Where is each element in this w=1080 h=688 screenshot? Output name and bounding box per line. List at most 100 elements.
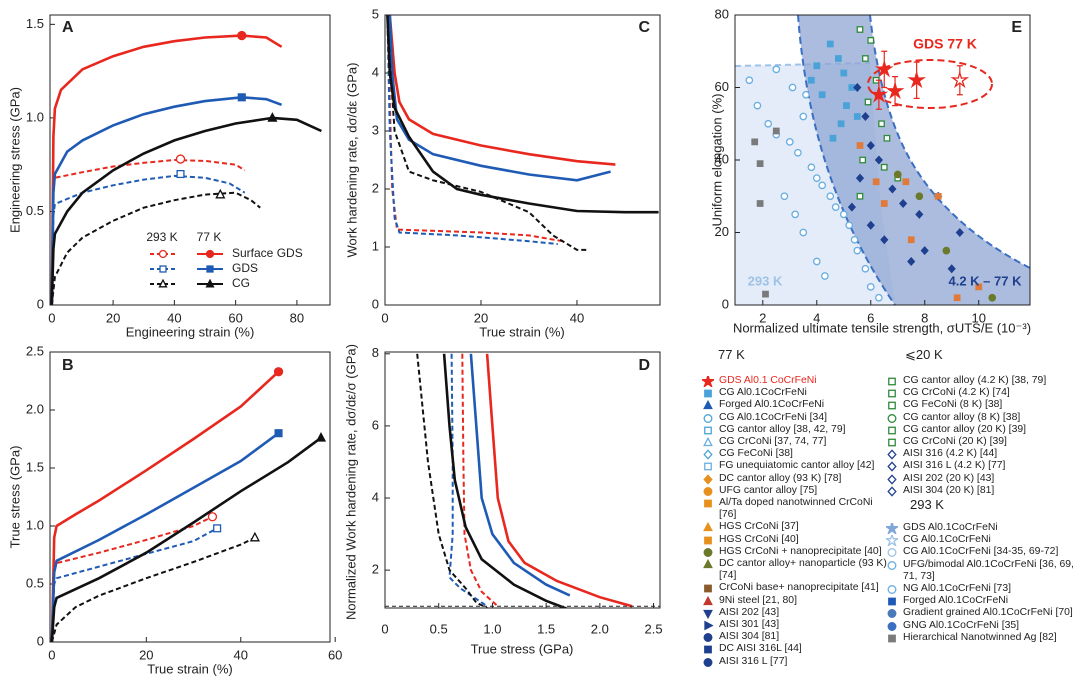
x-tick-label: 60	[328, 647, 342, 662]
end-marker	[207, 512, 218, 522]
legend-marker	[888, 597, 896, 606]
series-line	[50, 515, 213, 642]
legend-group: CG cantor alloy (4.2 K) [38, 79] CG CrCoN…	[886, 375, 1076, 497]
series-line	[386, 15, 587, 251]
end-marker	[237, 93, 246, 102]
point	[907, 236, 915, 244]
legend-text: Hierarchical Nanotwinned Ag [82]	[903, 631, 1057, 643]
y-tick-label: 3	[372, 122, 379, 137]
legend-marker	[703, 437, 713, 447]
legend-header: 77 K	[197, 230, 222, 244]
end-marker	[274, 429, 283, 438]
legend-marker	[887, 473, 897, 485]
legend-item: 9Ni steel [21, 80]	[702, 595, 892, 607]
legend-item: GNG Al0.1CoCrFeNi [35]	[886, 620, 1076, 632]
legend-item: Forged Al0.1CoCrFeNi	[702, 399, 892, 411]
legend-symbol	[888, 426, 896, 435]
legend-item: Forged Al0.1CoCrFeNi	[886, 595, 1076, 607]
legend-item: CG cantor alloy [38, 42, 79]	[702, 424, 892, 436]
point	[947, 264, 956, 274]
point	[874, 59, 894, 78]
y-tick-label: 20	[715, 224, 729, 239]
series-line	[388, 15, 616, 166]
legend-text: AISI 316 L (4.2 K) [77]	[903, 460, 1006, 472]
legend-marker	[887, 449, 897, 460]
legend-marker	[158, 249, 168, 259]
legend-item: AISI 316 L [77]	[702, 656, 892, 668]
point	[869, 84, 889, 103]
legend-marker	[703, 657, 713, 667]
point	[902, 178, 910, 186]
y-axis-label: Uniform elongation (%)	[709, 94, 724, 227]
series-line	[386, 15, 563, 243]
x-tick-label: 0	[48, 647, 55, 662]
series-line	[50, 432, 280, 642]
x-tick-label: 20	[106, 310, 120, 325]
end-marker	[273, 367, 284, 377]
legend-text: HGS CrCoNi [37]	[719, 521, 799, 533]
legend-text: AISI 316 L [77]	[719, 655, 788, 667]
annotation: 293 K	[748, 273, 783, 288]
legend-symbol	[704, 389, 712, 398]
x-tick-label: 2.5	[645, 621, 663, 636]
region-cryogenic-border	[797, 14, 1031, 306]
legend-marker	[205, 249, 215, 259]
x-tick-label: 60	[228, 310, 242, 325]
series-line	[50, 116, 322, 305]
legend-item: AISI 202 (20 K) [43]	[886, 473, 1076, 485]
legend-symbol	[704, 536, 712, 545]
legend-symbol	[703, 609, 713, 619]
point	[826, 192, 835, 201]
legend-group-title: ⩽20 K	[905, 347, 943, 362]
legend-symbol	[704, 620, 714, 631]
point	[780, 192, 789, 201]
legend-item: UFG cantor alloy [75]	[702, 485, 892, 497]
point	[883, 134, 891, 142]
plot-frame	[734, 14, 1031, 306]
plot-frame	[49, 351, 331, 643]
legend-symbol	[887, 548, 897, 558]
series-line	[469, 353, 571, 597]
point	[835, 55, 842, 62]
legend-marker	[886, 523, 898, 534]
legend-symbol	[703, 633, 713, 643]
legend-item: DC cantor alloy+ nanoparticle (93 K) [74…	[702, 558, 892, 582]
y-tick-label: 4	[372, 64, 379, 79]
point	[953, 294, 961, 302]
legend-text: AISI 304 (20 K) [81]	[903, 484, 995, 496]
legend-marker	[704, 536, 712, 545]
y-tick-label: 1	[372, 238, 379, 253]
plot-frame	[384, 14, 661, 306]
legend-marker	[703, 609, 713, 619]
legend-text: AISI 202 [43]	[719, 606, 780, 618]
point	[791, 210, 800, 219]
point	[856, 142, 864, 149]
legend-symbol	[704, 463, 712, 471]
end-marker	[176, 169, 185, 179]
legend-text: AISI 301 [43]	[719, 619, 780, 631]
legend-item: CG cantor alloy (4.2 K) [38, 79]	[886, 375, 1076, 387]
point	[821, 272, 829, 280]
x-tick-label: 40	[167, 310, 181, 325]
point	[875, 293, 883, 302]
point	[818, 181, 827, 190]
legend-marker	[703, 400, 713, 410]
y-tick-label: 1.5	[26, 459, 44, 474]
x-tick-label: 8	[921, 310, 928, 325]
point	[808, 76, 815, 84]
legend-item: UFG/bimodal Al0.1CoCrFeNi [36, 69, 71, 7…	[886, 559, 1076, 583]
legend-symbol	[887, 413, 897, 423]
y-tick-label: 2.5	[26, 343, 44, 358]
legend-item: NG Al0.1CoCrFeNi [73]	[886, 583, 1076, 595]
legend-text: GDS Al0.1CoCrFeNi	[903, 522, 998, 533]
y-tick-label: 1.0	[26, 109, 44, 124]
legend-marker	[888, 634, 896, 643]
legend-text: CG FeCoNi [38]	[719, 448, 793, 460]
y-tick-label: 1.0	[26, 517, 44, 532]
point	[861, 112, 870, 121]
point	[880, 235, 889, 245]
legend-marker	[704, 646, 712, 654]
legend-symbol	[888, 402, 896, 410]
point	[915, 192, 924, 201]
